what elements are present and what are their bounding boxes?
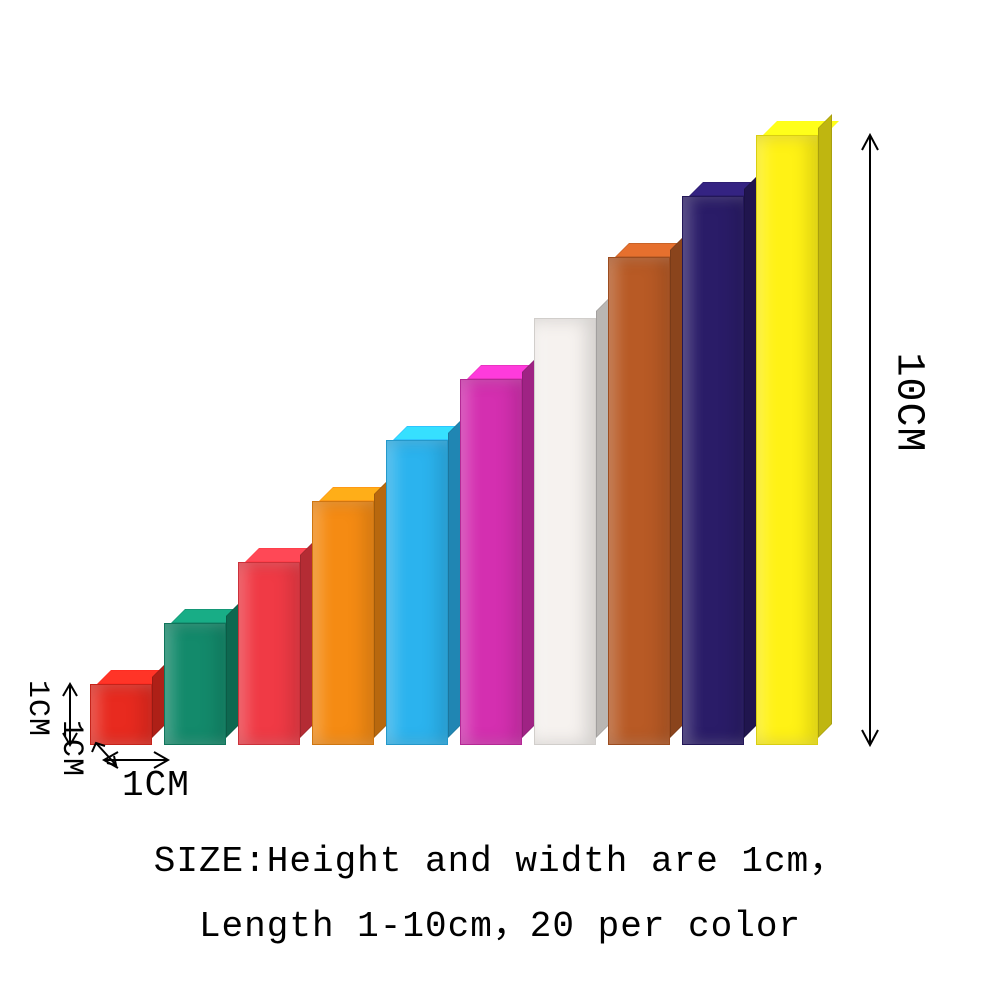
bar-row [90,135,818,745]
stage: 10CM 1CM 1CM 1CM SIZE:Height and width a… [0,0,1000,1000]
bar-9cm [682,196,744,745]
height-1cm-label: 1CM [20,680,54,737]
bar-10cm [756,135,818,745]
max-length-label: 10CM [885,352,930,452]
bar-7cm [534,318,596,745]
width-1cm-label: 1CM [122,765,190,806]
bar-8cm [608,257,670,745]
bar-5cm [386,440,448,745]
caption-line-1: SIZE:Height and width are 1cm， [0,830,1000,882]
bar-6cm [460,379,522,745]
bar-4cm [312,501,374,745]
caption-line-2: Length 1-10cm，20 per color [0,895,1000,947]
bar-2cm [164,623,226,745]
bar-3cm [238,562,300,745]
bar-1cm [90,684,152,745]
depth-1cm-label: 1CM [54,720,88,777]
